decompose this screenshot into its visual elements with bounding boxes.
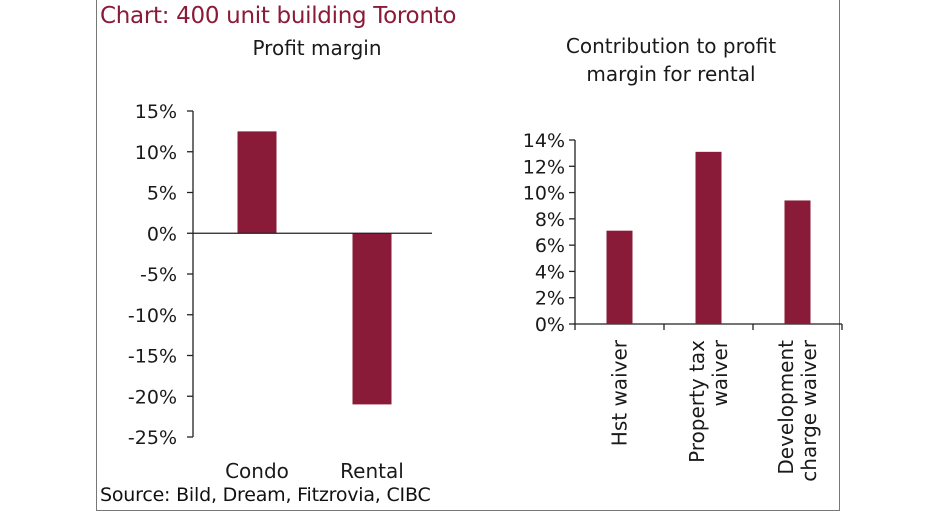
contribution-bar-1 (606, 230, 633, 324)
profit-y-tick-label: 5% (147, 183, 177, 205)
contribution-x-label: Property tax (685, 340, 709, 463)
profit-margin-chart: 15% 10% 5% 0% -5% -10% -15% -20% -25% Condo Rental (128, 101, 432, 483)
contribution-y-tick-label: 8% (535, 209, 565, 231)
contribution-y-tick-label: 6% (535, 235, 565, 257)
contribution-y-tick-label: 14% (523, 130, 565, 152)
contribution-bar-2 (695, 151, 722, 324)
contribution-x-label: charge waiver (797, 339, 821, 481)
profit-x-label: Rental (340, 459, 404, 483)
profit-y-tick-label: -5% (140, 264, 177, 286)
contribution-y-tick-label: 4% (535, 261, 565, 283)
profit-y-tick-label: 15% (135, 101, 177, 123)
profit-y-tick-label: -10% (128, 305, 177, 327)
profit-bar-condo (237, 131, 277, 234)
contribution-y-tick-label: 0% (535, 314, 565, 336)
source-note: Source: Bild, Dream, Fitzrovia, CIBC (100, 484, 431, 506)
profit-margin-title: Profit margin (252, 36, 381, 60)
contribution-title-line-1: Contribution to profit (566, 34, 776, 58)
profit-y-tick-label: 0% (147, 223, 177, 245)
chart-frame (96, 0, 840, 511)
contribution-title-line-2: margin for rental (586, 62, 755, 86)
contribution-bar-3 (784, 200, 811, 324)
profit-x-label: Condo (225, 459, 289, 483)
profit-bar-rental (352, 233, 392, 405)
chart-title: Chart: 400 unit building Toronto (100, 3, 457, 29)
profit-y-tick-label: -25% (128, 427, 177, 449)
contribution-x-label: waiver (708, 339, 732, 406)
profit-y-tick-label: -15% (128, 346, 177, 368)
contribution-x-label: Hst waiver (608, 339, 632, 446)
contribution-chart: 14% 12% 10% 8% 6% 4% 2% 0% Hst waiver Property ta… (523, 130, 843, 482)
profit-y-tick-label: 10% (135, 142, 177, 164)
contribution-y-tick-label: 2% (535, 288, 565, 310)
contribution-y-tick-label: 12% (523, 156, 565, 178)
contribution-y-tick-label: 10% (523, 183, 565, 205)
contribution-x-label: Development (774, 340, 798, 475)
profit-y-tick-label: -20% (128, 386, 177, 408)
